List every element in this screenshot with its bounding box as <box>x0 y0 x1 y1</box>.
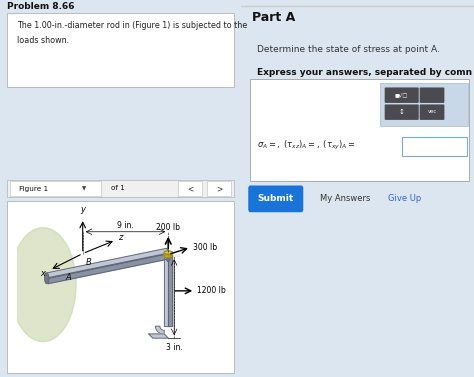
Text: 1200 lb: 1200 lb <box>197 287 226 295</box>
Ellipse shape <box>166 251 170 262</box>
Text: The 1.00-in.-diameter rod in (Figure 1) is subjected to the: The 1.00-in.-diameter rod in (Figure 1) … <box>17 21 247 30</box>
Text: Determine the state of stress at point A.: Determine the state of stress at point A… <box>257 45 440 54</box>
Text: ▼: ▼ <box>82 186 86 191</box>
Text: vec: vec <box>428 109 437 115</box>
Text: 9 in.: 9 in. <box>117 221 134 230</box>
Text: 200 lb: 200 lb <box>156 223 180 232</box>
Text: z: z <box>118 233 122 242</box>
Text: <: < <box>187 184 193 193</box>
Text: >: > <box>216 184 222 193</box>
Text: ↕: ↕ <box>399 109 404 115</box>
Text: 300 lb: 300 lb <box>193 243 217 252</box>
Polygon shape <box>45 248 170 278</box>
Ellipse shape <box>164 254 173 258</box>
Text: of 1: of 1 <box>111 185 125 192</box>
FancyBboxPatch shape <box>207 181 231 196</box>
Text: B: B <box>86 258 92 267</box>
Text: Part A: Part A <box>253 11 296 24</box>
Text: ■√□: ■√□ <box>395 92 408 98</box>
Ellipse shape <box>164 251 173 254</box>
FancyBboxPatch shape <box>385 87 419 103</box>
FancyBboxPatch shape <box>385 104 419 120</box>
Polygon shape <box>168 256 172 326</box>
Text: Figure 1: Figure 1 <box>19 185 48 192</box>
FancyBboxPatch shape <box>7 201 234 373</box>
Text: loads shown.: loads shown. <box>17 36 69 45</box>
Text: My Answers: My Answers <box>320 194 371 203</box>
Polygon shape <box>164 256 168 326</box>
Text: Submit: Submit <box>258 194 294 203</box>
FancyBboxPatch shape <box>178 181 202 196</box>
FancyBboxPatch shape <box>7 13 234 87</box>
Text: Problem 8.66: Problem 8.66 <box>7 2 75 11</box>
Text: $\sigma_A =, \;(\tau_{xz})_A =, \;(\tau_{xy})_A =$: $\sigma_A =, \;(\tau_{xz})_A =, \;(\tau_… <box>257 139 356 152</box>
Text: A: A <box>65 273 71 282</box>
Polygon shape <box>164 253 172 256</box>
Text: x: x <box>41 269 46 278</box>
FancyBboxPatch shape <box>419 87 445 103</box>
Ellipse shape <box>45 273 49 284</box>
FancyBboxPatch shape <box>248 185 303 212</box>
Polygon shape <box>149 334 168 338</box>
Text: y: y <box>80 205 85 214</box>
Polygon shape <box>155 326 164 334</box>
FancyBboxPatch shape <box>250 79 469 181</box>
Text: Express your answers, separated by comn: Express your answers, separated by comn <box>257 68 472 77</box>
Text: Give Up: Give Up <box>388 194 421 203</box>
FancyBboxPatch shape <box>401 137 467 156</box>
FancyBboxPatch shape <box>9 181 101 196</box>
FancyBboxPatch shape <box>7 180 234 197</box>
FancyBboxPatch shape <box>380 83 468 126</box>
Ellipse shape <box>10 228 76 342</box>
Text: 3 in.: 3 in. <box>166 343 182 352</box>
Polygon shape <box>45 254 170 284</box>
FancyBboxPatch shape <box>419 104 445 120</box>
